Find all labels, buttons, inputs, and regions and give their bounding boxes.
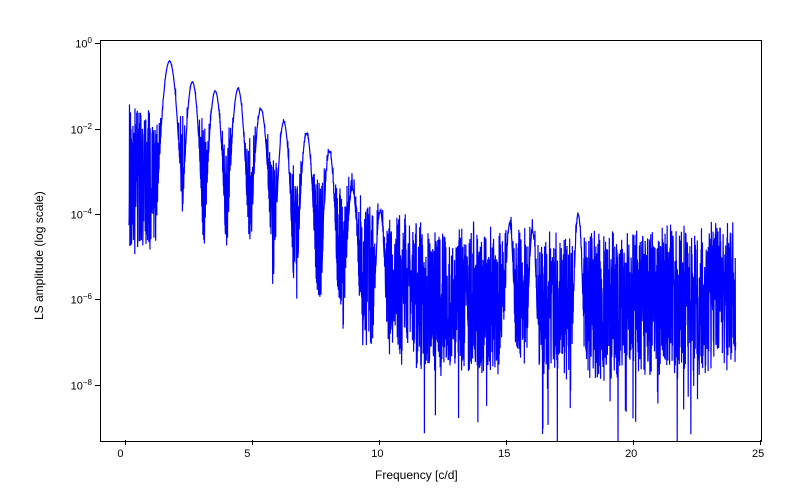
y-tick-label: 10−4 [71, 207, 92, 222]
y-tick-mark [95, 385, 100, 386]
x-tick-label: 5 [244, 448, 250, 460]
y-tick-mark [95, 214, 100, 215]
y-axis-label: LS amplitude (log scale) [32, 191, 46, 320]
plot-area [100, 40, 762, 442]
x-tick-mark [125, 440, 126, 445]
periodogram-figure: Frequency [c/d] LS amplitude (log scale)… [0, 0, 800, 500]
y-tick-mark [95, 43, 100, 44]
x-tick-label: 0 [117, 448, 123, 460]
x-tick-mark [633, 440, 634, 445]
y-tick-mark [95, 299, 100, 300]
x-tick-mark [379, 440, 380, 445]
y-tick-label: 10−6 [71, 292, 92, 307]
y-tick-label: 10−8 [71, 378, 92, 393]
x-tick-label: 15 [498, 448, 510, 460]
x-tick-label: 25 [752, 448, 764, 460]
x-tick-mark [760, 440, 761, 445]
x-tick-mark [506, 440, 507, 445]
x-tick-label: 10 [371, 448, 383, 460]
x-tick-mark [252, 440, 253, 445]
y-tick-mark [95, 129, 100, 130]
periodogram-line [101, 41, 761, 441]
y-tick-label: 10−2 [71, 122, 92, 137]
x-axis-label: Frequency [c/d] [375, 468, 458, 482]
y-tick-label: 100 [75, 36, 92, 51]
x-tick-label: 20 [625, 448, 637, 460]
